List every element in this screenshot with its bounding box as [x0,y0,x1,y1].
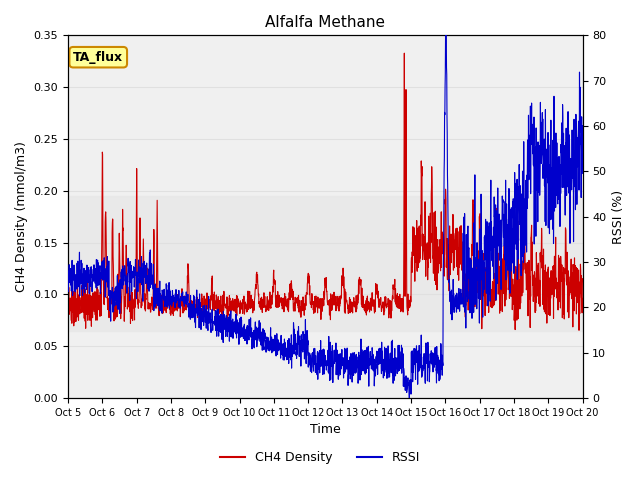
Y-axis label: CH4 Density (mmol/m3): CH4 Density (mmol/m3) [15,141,28,292]
X-axis label: Time: Time [310,423,340,436]
Bar [68,196,582,331]
Title: Alfalfa Methane: Alfalfa Methane [266,15,385,30]
Text: TA_flux: TA_flux [73,51,124,64]
Legend: CH4 Density, RSSI: CH4 Density, RSSI [214,446,426,469]
Y-axis label: RSSI (%): RSSI (%) [612,190,625,244]
